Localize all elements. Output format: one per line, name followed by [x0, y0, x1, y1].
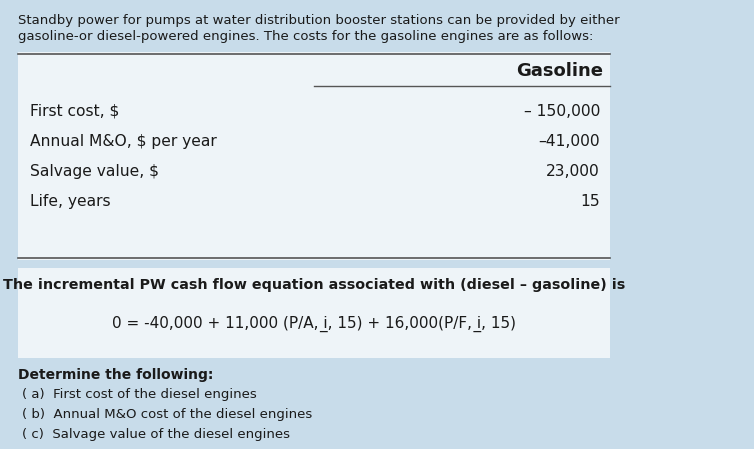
Text: Life, years: Life, years — [30, 194, 111, 209]
Text: ( b)  Annual M&O cost of the diesel engines: ( b) Annual M&O cost of the diesel engin… — [22, 408, 312, 421]
Text: – 150,000: – 150,000 — [523, 104, 600, 119]
Text: Determine the following:: Determine the following: — [18, 368, 213, 382]
Text: –41,000: –41,000 — [538, 134, 600, 149]
Text: Annual M&O, $ per year: Annual M&O, $ per year — [30, 134, 216, 149]
Text: First cost, $: First cost, $ — [30, 104, 119, 119]
Text: ( c)  Salvage value of the diesel engines: ( c) Salvage value of the diesel engines — [22, 428, 290, 441]
Text: Salvage value, $: Salvage value, $ — [30, 164, 159, 179]
FancyBboxPatch shape — [18, 268, 610, 358]
Text: 23,000: 23,000 — [546, 164, 600, 179]
Text: The incremental PW cash flow equation associated with (diesel – gasoline) is: The incremental PW cash flow equation as… — [3, 278, 625, 292]
Text: ( a)  First cost of the diesel engines: ( a) First cost of the diesel engines — [22, 388, 257, 401]
Text: 0 = -40,000 + 11,000 (P/A, i̲, 15) + 16,000(P/F, i̲, 15): 0 = -40,000 + 11,000 (P/A, i̲, 15) + 16,… — [112, 316, 516, 332]
Text: Standby power for pumps at water distribution booster stations can be provided b: Standby power for pumps at water distrib… — [18, 14, 620, 27]
Text: gasoline-or diesel-powered engines. The costs for the gasoline engines are as fo: gasoline-or diesel-powered engines. The … — [18, 30, 593, 43]
Text: 15: 15 — [581, 194, 600, 209]
Text: Gasoline: Gasoline — [516, 62, 603, 80]
FancyBboxPatch shape — [18, 52, 610, 260]
